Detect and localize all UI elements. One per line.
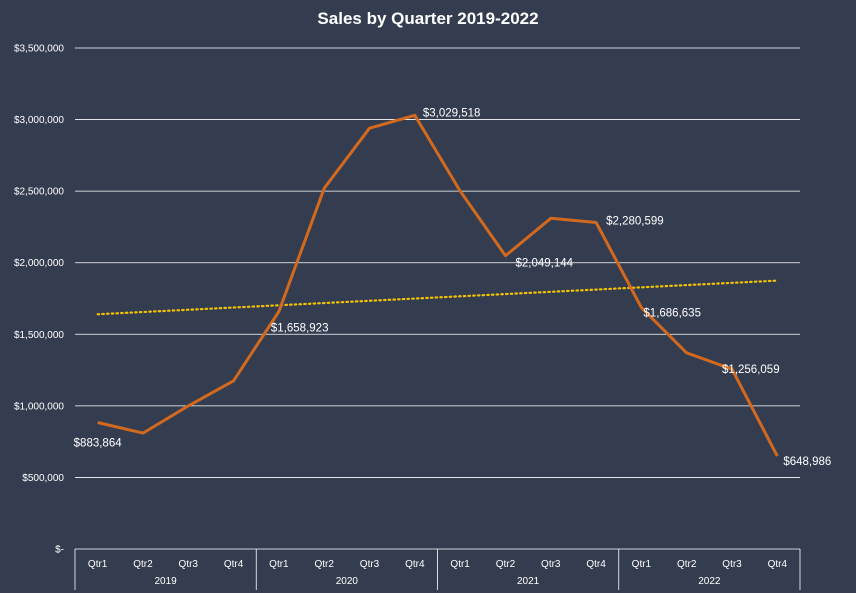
series-line (97, 113, 779, 457)
x-tick-label: Qtr1 (632, 559, 652, 570)
x-tick-label: Qtr3 (179, 559, 199, 570)
x-tick-label: Qtr4 (224, 559, 244, 570)
x-tick-label: Qtr1 (269, 559, 289, 570)
x-tick-label: Qtr2 (677, 559, 697, 570)
y-tick-label: $3,000,000 (14, 115, 64, 126)
y-tick-label: $- (55, 545, 64, 556)
x-tick-label: Qtr2 (496, 559, 516, 570)
data-label: $883,864 (74, 437, 123, 449)
y-tick-label: $1,500,000 (14, 330, 64, 341)
data-labels: $883,864 $1,658,923 $3,029,518 $2,049,144 $2… (74, 107, 832, 468)
x-tick-label: Qtr4 (405, 559, 425, 570)
y-tick-label: $1,000,000 (14, 401, 64, 412)
x-tick-label: Qtr4 (586, 559, 606, 570)
x-tick-label: Qtr3 (541, 559, 561, 570)
data-label: $1,686,635 (643, 308, 701, 320)
x-axis: Qtr1 Qtr2 Qtr3 Qtr4 2019 Qtr1 Qtr2 Qtr3 Qtr4 2020… (74, 548, 801, 590)
x-tick-label: Qtr4 (768, 559, 788, 570)
data-label: $2,049,144 (515, 258, 573, 270)
x-tick-label: Qtr2 (314, 559, 334, 570)
x-tick-label: Qtr1 (450, 559, 470, 570)
y-tick-label: $3,500,000 (14, 44, 64, 55)
series-layer (97, 113, 779, 457)
y-tick-label: $500,000 (22, 473, 64, 484)
year-label: 2020 (336, 576, 359, 587)
x-tick-label: Qtr1 (88, 559, 108, 570)
x-tick-label: Qtr3 (360, 559, 380, 570)
y-tick-label: $2,500,000 (14, 187, 64, 198)
y-axis-ticks: $- $500,000 $1,000,000 $1,500,000 $2,000,000… (14, 44, 64, 556)
x-tick-label: Qtr3 (722, 559, 742, 570)
x-tick-label: Qtr2 (133, 559, 153, 570)
trendline (96, 279, 779, 316)
data-label: $648,986 (783, 456, 831, 468)
chart-title: Sales by Quarter 2019-2022 (317, 9, 538, 28)
data-label: $1,658,923 (271, 323, 329, 335)
trendline-layer (96, 279, 779, 316)
year-label: 2022 (698, 576, 721, 587)
data-label: $1,256,059 (722, 364, 780, 376)
grid-layer (75, 47, 800, 478)
data-label: $2,280,599 (606, 216, 664, 228)
year-label: 2021 (517, 576, 540, 587)
year-label: 2019 (155, 576, 178, 587)
y-tick-label: $2,000,000 (14, 258, 64, 269)
data-label: $3,029,518 (423, 107, 481, 119)
